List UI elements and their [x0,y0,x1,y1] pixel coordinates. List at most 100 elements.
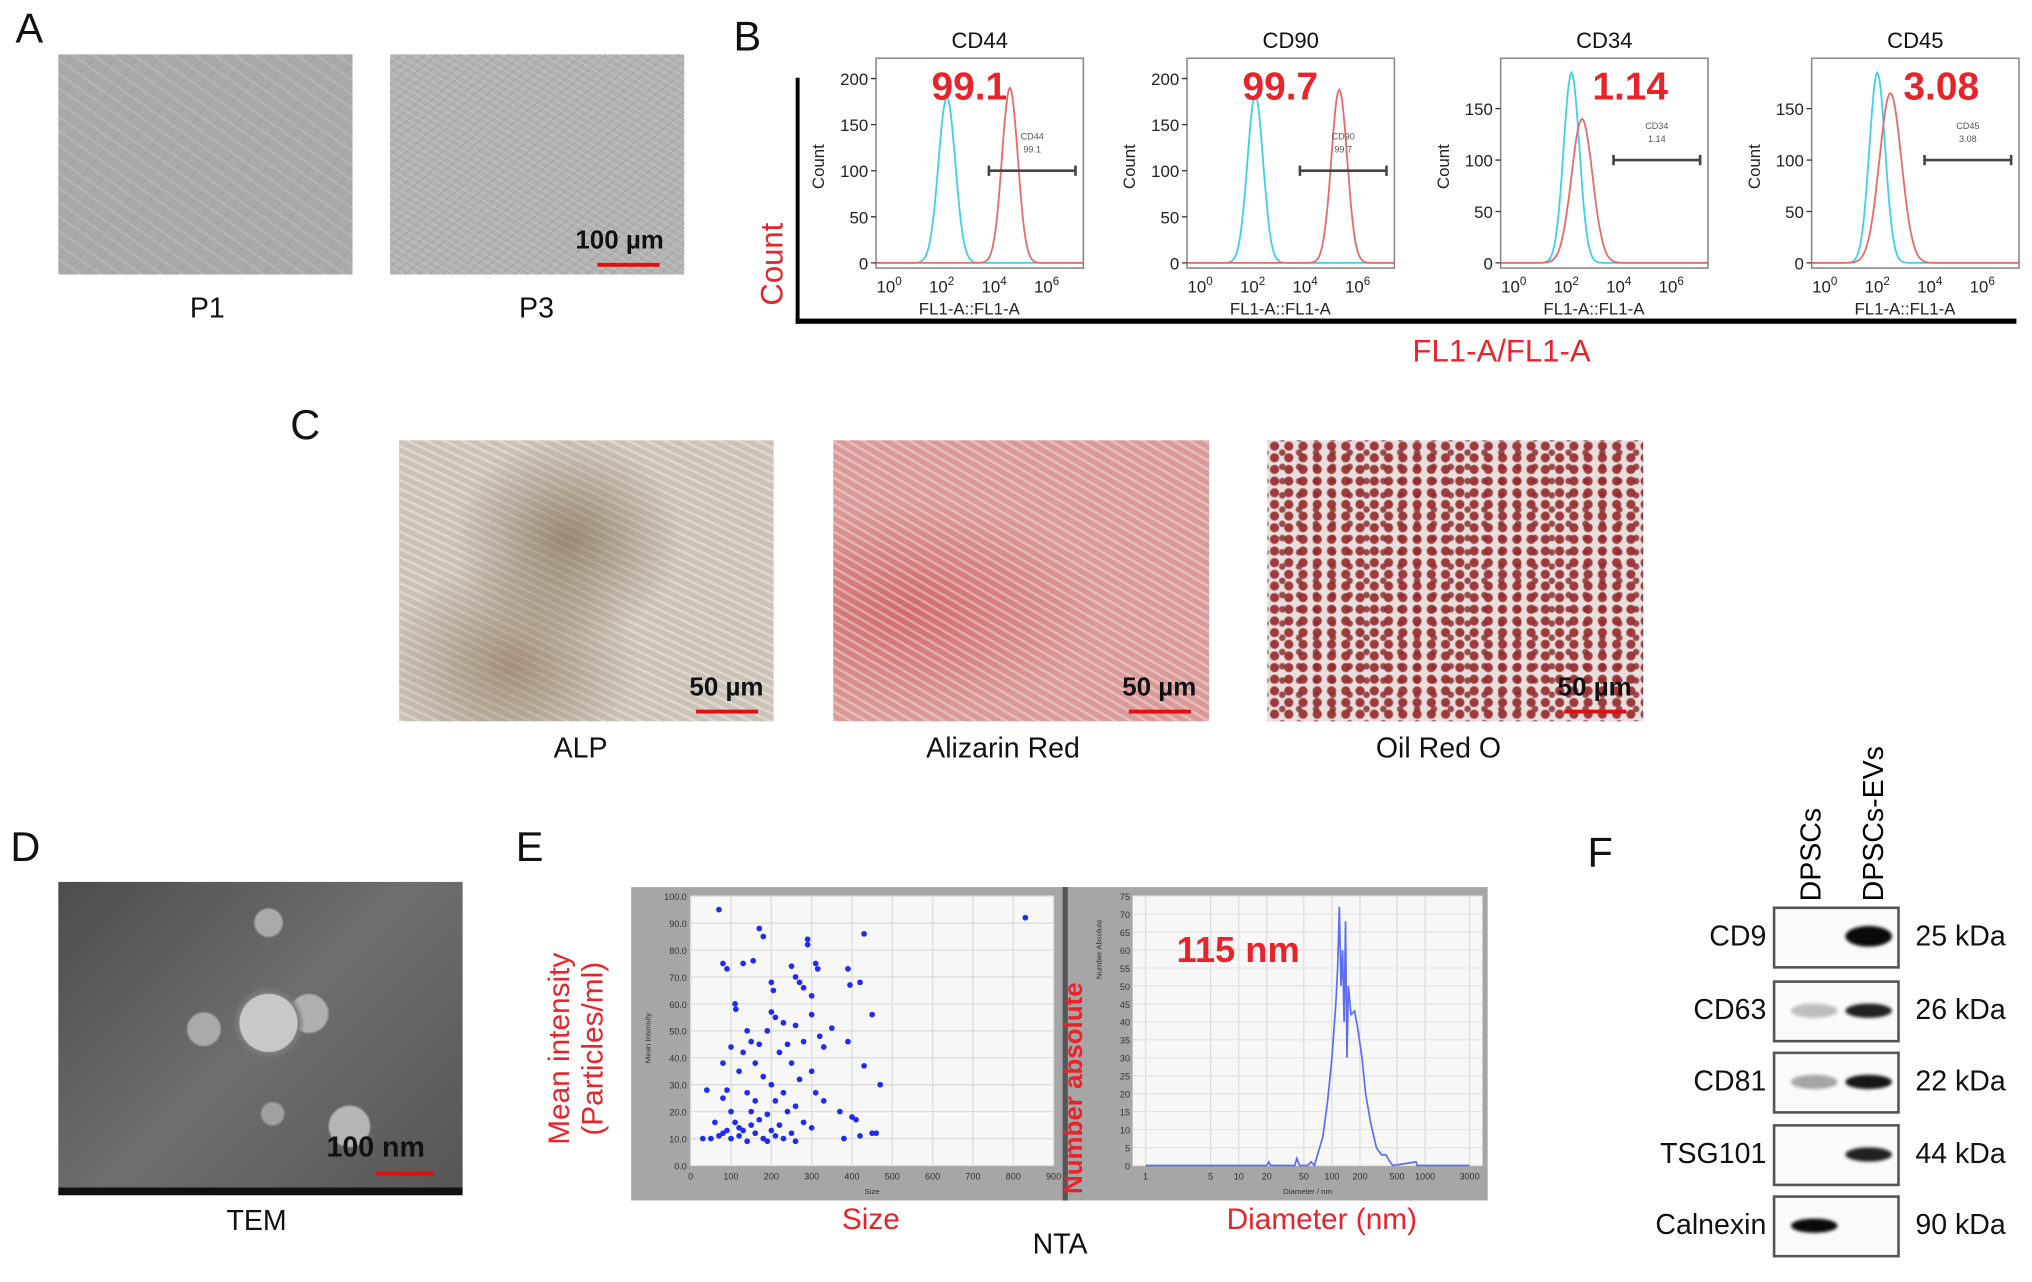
scale-bar-label: 50 µm [1557,673,1632,702]
y-tick-label: 100 [1151,162,1179,181]
scale-bar-label: 100 µm [575,226,664,256]
scatter-point [720,1130,726,1137]
scatter-point [768,1009,775,1015]
percent-positive: 1.14 [1592,66,1668,109]
micrograph-alp [399,440,774,722]
histogram-stained [876,85,1084,264]
plot-title: CD90 [1263,28,1319,53]
x-tick-label: 3000 [1459,1172,1479,1182]
scatter-point [788,1060,795,1066]
x-tick-label: 106 [1970,275,1995,297]
scatter-point [744,1089,751,1096]
micrograph-oil-red-o [1267,440,1644,722]
scatter-point [869,1011,875,1018]
x-axis-label: Diameter / nm [1283,1187,1332,1196]
axis-title-number-absolute: Number absolute [1060,982,1089,1194]
panel-label-b: B [733,12,762,60]
scatter-point [808,992,815,999]
micrograph-p1 [58,54,353,275]
blot-row-cd9 [1772,906,1900,969]
x-tick-label: 102 [1240,275,1265,297]
scatter-point [784,1108,791,1115]
scatter-point [750,957,757,964]
scatter-point [752,1098,759,1104]
scale-bar [695,709,759,714]
gate-label: CD45 [1956,121,1979,131]
x-tick-label: 100 [1501,275,1527,297]
x-axis-label: FL1-A::FL1-A [1854,300,1956,319]
scatter-point [768,979,775,986]
y-tick-label: 100 [1465,152,1493,171]
scatter-point [748,1038,755,1045]
x-tick-label: 400 [844,1172,859,1182]
blot-row-cd81 [1772,1051,1900,1114]
panel-label-d: D [10,823,41,871]
scatter-point [847,982,853,988]
scatter-point [752,1060,759,1066]
x-tick-label: 500 [1389,1172,1404,1182]
scatter-point [808,1124,815,1131]
scatter-point [716,1133,722,1139]
scatter-point [814,966,821,972]
blot-band [1790,1003,1838,1018]
scatter-point [724,966,730,972]
nta-divider [1062,887,1068,1201]
scatter-point [748,1122,755,1128]
scatter-point [772,1133,779,1139]
axis-title-line: Mean intensity [541,952,576,1145]
x-tick-label: 100 [723,1172,738,1182]
micrograph-alizarin-red [833,440,1210,722]
scatter-point [869,1130,875,1137]
scatter-point [873,1130,880,1137]
y-tick-label: 75 [1120,892,1130,902]
scatter-point [820,1098,827,1104]
panel-label-f: F [1587,828,1613,876]
scatter-point [732,1119,738,1126]
percent-positive: 99.1 [931,66,1007,109]
y-tick-label: 25 [1120,1072,1130,1082]
y-tick-label: 100 [840,162,868,181]
x-tick-label: 104 [1917,275,1943,297]
plot-area [1132,896,1483,1166]
scatter-point [1022,914,1029,921]
y-tick-label: 15 [1120,1108,1130,1118]
gate-value: 99.1 [1023,145,1041,155]
scatter-point [716,906,722,913]
molecular-weight-label: 26 kDa [1915,993,2006,1026]
scatter-point [804,936,811,943]
nta-scatter-plot: 0 100 200 300 400 500 600 700 800 900 0.0 10.0 20.0 3… [644,892,1062,1196]
y-tick-label: 80.0 [669,946,687,956]
scatter-point [764,1111,771,1118]
x-tick-label: 100 [877,275,903,297]
scale-bar-label: 100 nm [326,1130,425,1163]
axis-title-line: (Particles/ml) [575,961,610,1136]
scatter-point [780,1135,787,1142]
scatter-point [732,1001,738,1007]
scatter-point [756,925,763,932]
x-tick-label: 100 [1324,1172,1339,1182]
y-tick-label: 200 [840,70,868,89]
scatter-point [740,1127,746,1134]
scatter-point [712,1119,718,1126]
x-tick-label: 104 [1606,275,1632,297]
histogram-stained [1187,87,1395,264]
histogram-stained [1811,92,2020,264]
y-tick-label: 100 [1776,152,1804,171]
x-axis-label: Size [865,1187,880,1196]
scatter-point [768,1081,775,1088]
y-tick-label: 150 [840,116,868,135]
scatter-point [764,1138,771,1145]
scatter-point [760,1073,767,1080]
y-axis-label: Count [1434,144,1453,189]
scatter-point [788,963,795,970]
nta-size-distribution: 1 5 10 20 50 100 200 500 1000 3000051015202530354… [1095,892,1483,1196]
scatter-point [837,1108,843,1115]
scatter-point [845,1038,851,1045]
blot-band [1845,1147,1893,1162]
molecular-weight-label: 44 kDa [1915,1137,2006,1170]
scatter-point [877,1081,884,1088]
y-tick-label: 0 [1125,1161,1130,1171]
